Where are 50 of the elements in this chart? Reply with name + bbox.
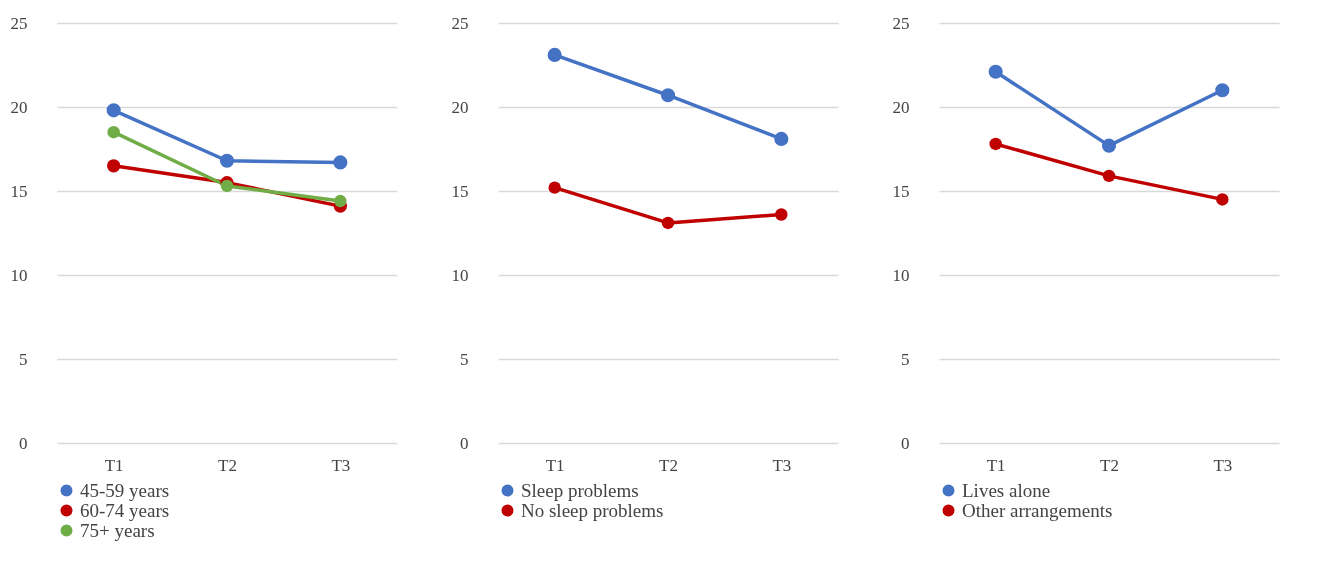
point — [333, 155, 348, 170]
y-tick-label: 20 — [451, 97, 469, 117]
point — [106, 103, 121, 118]
x-tick-label: T2 — [218, 455, 237, 475]
point — [660, 88, 676, 103]
point — [1215, 83, 1230, 98]
point — [775, 208, 788, 221]
y-tick-label: 5 — [19, 349, 28, 369]
y-tick-label: 20 — [10, 97, 28, 117]
x-tick-label: T3 — [331, 455, 351, 475]
y-tick-label: 20 — [892, 97, 910, 117]
y-tick-label: 15 — [451, 181, 469, 201]
y-tick-label: 10 — [451, 265, 469, 285]
legend-label: Other arrangements — [962, 499, 1113, 521]
point — [988, 64, 1003, 79]
point — [774, 131, 789, 146]
point — [1216, 193, 1229, 206]
point — [219, 153, 235, 168]
y-tick-label: 5 — [901, 349, 910, 369]
y-tick-label: 15 — [892, 181, 910, 201]
y-tick-label: 10 — [10, 265, 28, 285]
y-tick-label: 25 — [451, 13, 469, 33]
y-tick-label: 0 — [901, 433, 910, 453]
x-tick-label: T3 — [772, 455, 792, 475]
point — [107, 125, 120, 139]
y-tick-label: 25 — [892, 13, 910, 33]
x-tick-label: T2 — [659, 455, 678, 475]
x-tick-label: T1 — [545, 455, 565, 475]
point — [220, 179, 234, 193]
y-tick-label: 10 — [892, 265, 910, 285]
x-tick-label: T3 — [1213, 455, 1233, 475]
legend-label: 45-59 years — [80, 479, 170, 501]
point — [1102, 169, 1116, 183]
y-tick-label: 0 — [19, 433, 28, 453]
x-tick-label: T1 — [104, 455, 124, 475]
point — [989, 137, 1002, 151]
legend-label: Lives alone — [962, 479, 1051, 501]
point — [334, 194, 347, 208]
point — [548, 181, 561, 194]
point — [547, 47, 562, 62]
y-tick-label: 5 — [460, 349, 469, 369]
point — [661, 216, 675, 230]
y-tick-label: 15 — [10, 181, 28, 201]
x-tick-label: T2 — [1100, 455, 1119, 475]
legend-label: Sleep problems — [521, 479, 639, 501]
point — [107, 159, 121, 173]
point — [1101, 138, 1117, 153]
y-tick-label: 0 — [460, 433, 469, 453]
x-tick-label: T1 — [986, 455, 1006, 475]
y-tick-label: 25 — [10, 13, 28, 33]
